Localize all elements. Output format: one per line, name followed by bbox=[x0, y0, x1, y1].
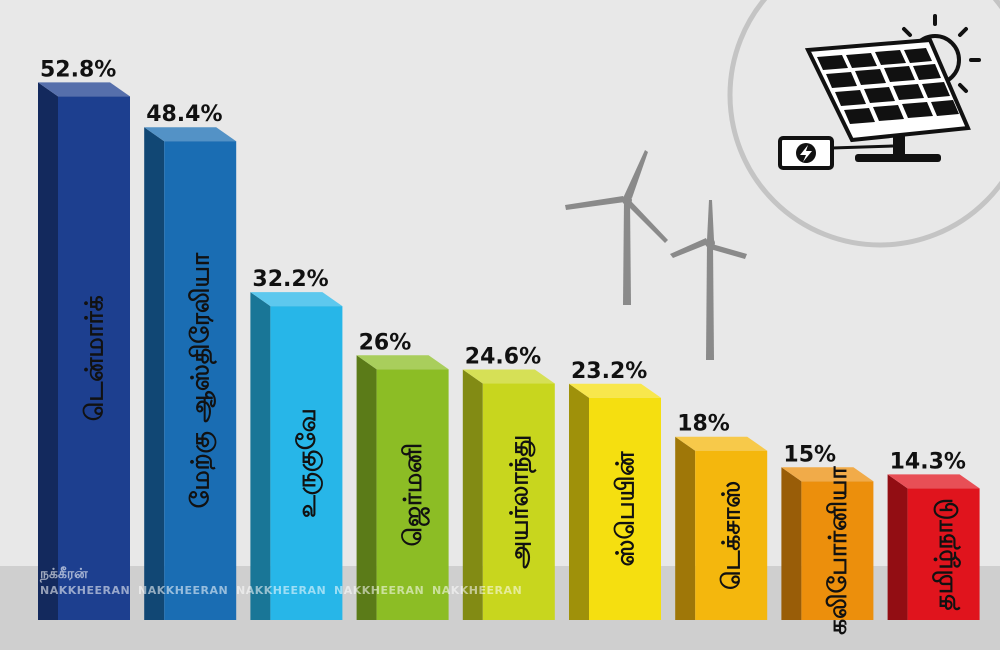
watermark-brand-latin: NAKKHEERAN bbox=[432, 584, 522, 597]
category-label: கலிபோர்னியா bbox=[823, 466, 852, 635]
bar-5: 23.2% ஸ்பெயின் bbox=[569, 359, 661, 620]
wind-turbine-icon bbox=[670, 200, 747, 360]
bar-side bbox=[462, 369, 483, 620]
bar-top bbox=[250, 292, 343, 307]
bar-side bbox=[781, 467, 802, 620]
value-label: 15% bbox=[783, 442, 836, 467]
bar-top bbox=[356, 355, 449, 370]
category-label: தமிழ்நாடு bbox=[929, 498, 961, 610]
category-label: ஸ்பெயின் bbox=[611, 451, 640, 567]
watermark-brand-latin: NAKKHEERAN bbox=[334, 584, 424, 597]
bars-group: 52.8% டென்மார்க் 48.4% மேற்கு ஆஸ்திரேலியா 32… bbox=[38, 57, 980, 635]
watermark: நக்கீரன் NAKKHEERAN NAKKHEERAN NAKKHEERA… bbox=[39, 566, 522, 597]
decor-circle bbox=[727, 0, 1000, 248]
bar bbox=[801, 481, 874, 620]
bar-top bbox=[569, 383, 661, 398]
bar-4: 24.6% அயர்லாந்து bbox=[462, 345, 555, 620]
bar-side bbox=[569, 383, 589, 620]
bar-top bbox=[144, 127, 237, 142]
battery-icon bbox=[778, 136, 834, 170]
bar-2: 32.2% உருகுவே bbox=[250, 267, 343, 620]
category-label: அயர்லாந்து bbox=[504, 435, 536, 569]
value-label: 23.2% bbox=[571, 359, 647, 384]
bar bbox=[589, 397, 661, 620]
watermark-brand-latin: NAKKHEERAN bbox=[138, 584, 228, 597]
watermark-brand-latin: NAKKHEERAN bbox=[236, 584, 326, 597]
category-label: உருகுவே bbox=[292, 408, 324, 518]
watermark-brand-latin: NAKKHEERAN bbox=[40, 584, 130, 597]
bar-top bbox=[675, 436, 768, 451]
watermark-brand-tamil: நக்கீரன் bbox=[39, 566, 88, 583]
bar-side bbox=[144, 127, 165, 620]
bar-side bbox=[38, 82, 58, 620]
bar-top bbox=[462, 369, 555, 384]
bar-3: 26% ஜெர்மனி bbox=[356, 330, 449, 620]
bar bbox=[376, 369, 449, 620]
bar bbox=[164, 141, 237, 620]
value-label: 14.3% bbox=[890, 449, 966, 474]
value-label: 48.4% bbox=[146, 102, 222, 127]
bar-top bbox=[781, 467, 874, 482]
bar-side bbox=[887, 474, 908, 620]
value-label: 52.8% bbox=[40, 57, 116, 82]
value-label: 32.2% bbox=[252, 267, 328, 292]
bar-0: 52.8% டென்மார்க் bbox=[38, 57, 130, 620]
bar bbox=[907, 488, 980, 620]
bar bbox=[58, 96, 130, 620]
bar bbox=[482, 383, 555, 620]
bar-6: 18% டெக்சாஸ் bbox=[675, 412, 768, 620]
category-label: மேற்கு ஆஸ்திரேலியா bbox=[186, 252, 218, 508]
category-label: ஜெர்மனி bbox=[398, 443, 430, 546]
bar-side bbox=[356, 355, 377, 620]
wind-turbine-icon bbox=[565, 150, 668, 305]
solar-panel-icon bbox=[804, 14, 981, 162]
bar-7: 15%கலிபோர்னியா bbox=[781, 442, 874, 635]
bar-8: 14.3% தமிழ்நாடு bbox=[887, 449, 980, 620]
bar-top bbox=[38, 82, 130, 97]
bar bbox=[270, 306, 343, 620]
value-label: 24.6% bbox=[465, 345, 541, 370]
bar-top bbox=[887, 474, 980, 489]
bar-1: 48.4% மேற்கு ஆஸ்திரேலியா bbox=[144, 102, 237, 620]
value-label: 18% bbox=[677, 412, 730, 437]
bar bbox=[695, 450, 768, 620]
bar-side bbox=[675, 436, 696, 620]
category-label: டெக்சாஸ் bbox=[717, 481, 746, 590]
bar-side bbox=[250, 292, 271, 620]
value-label: 26% bbox=[359, 330, 412, 355]
category-label: டென்மார்க் bbox=[80, 295, 109, 421]
